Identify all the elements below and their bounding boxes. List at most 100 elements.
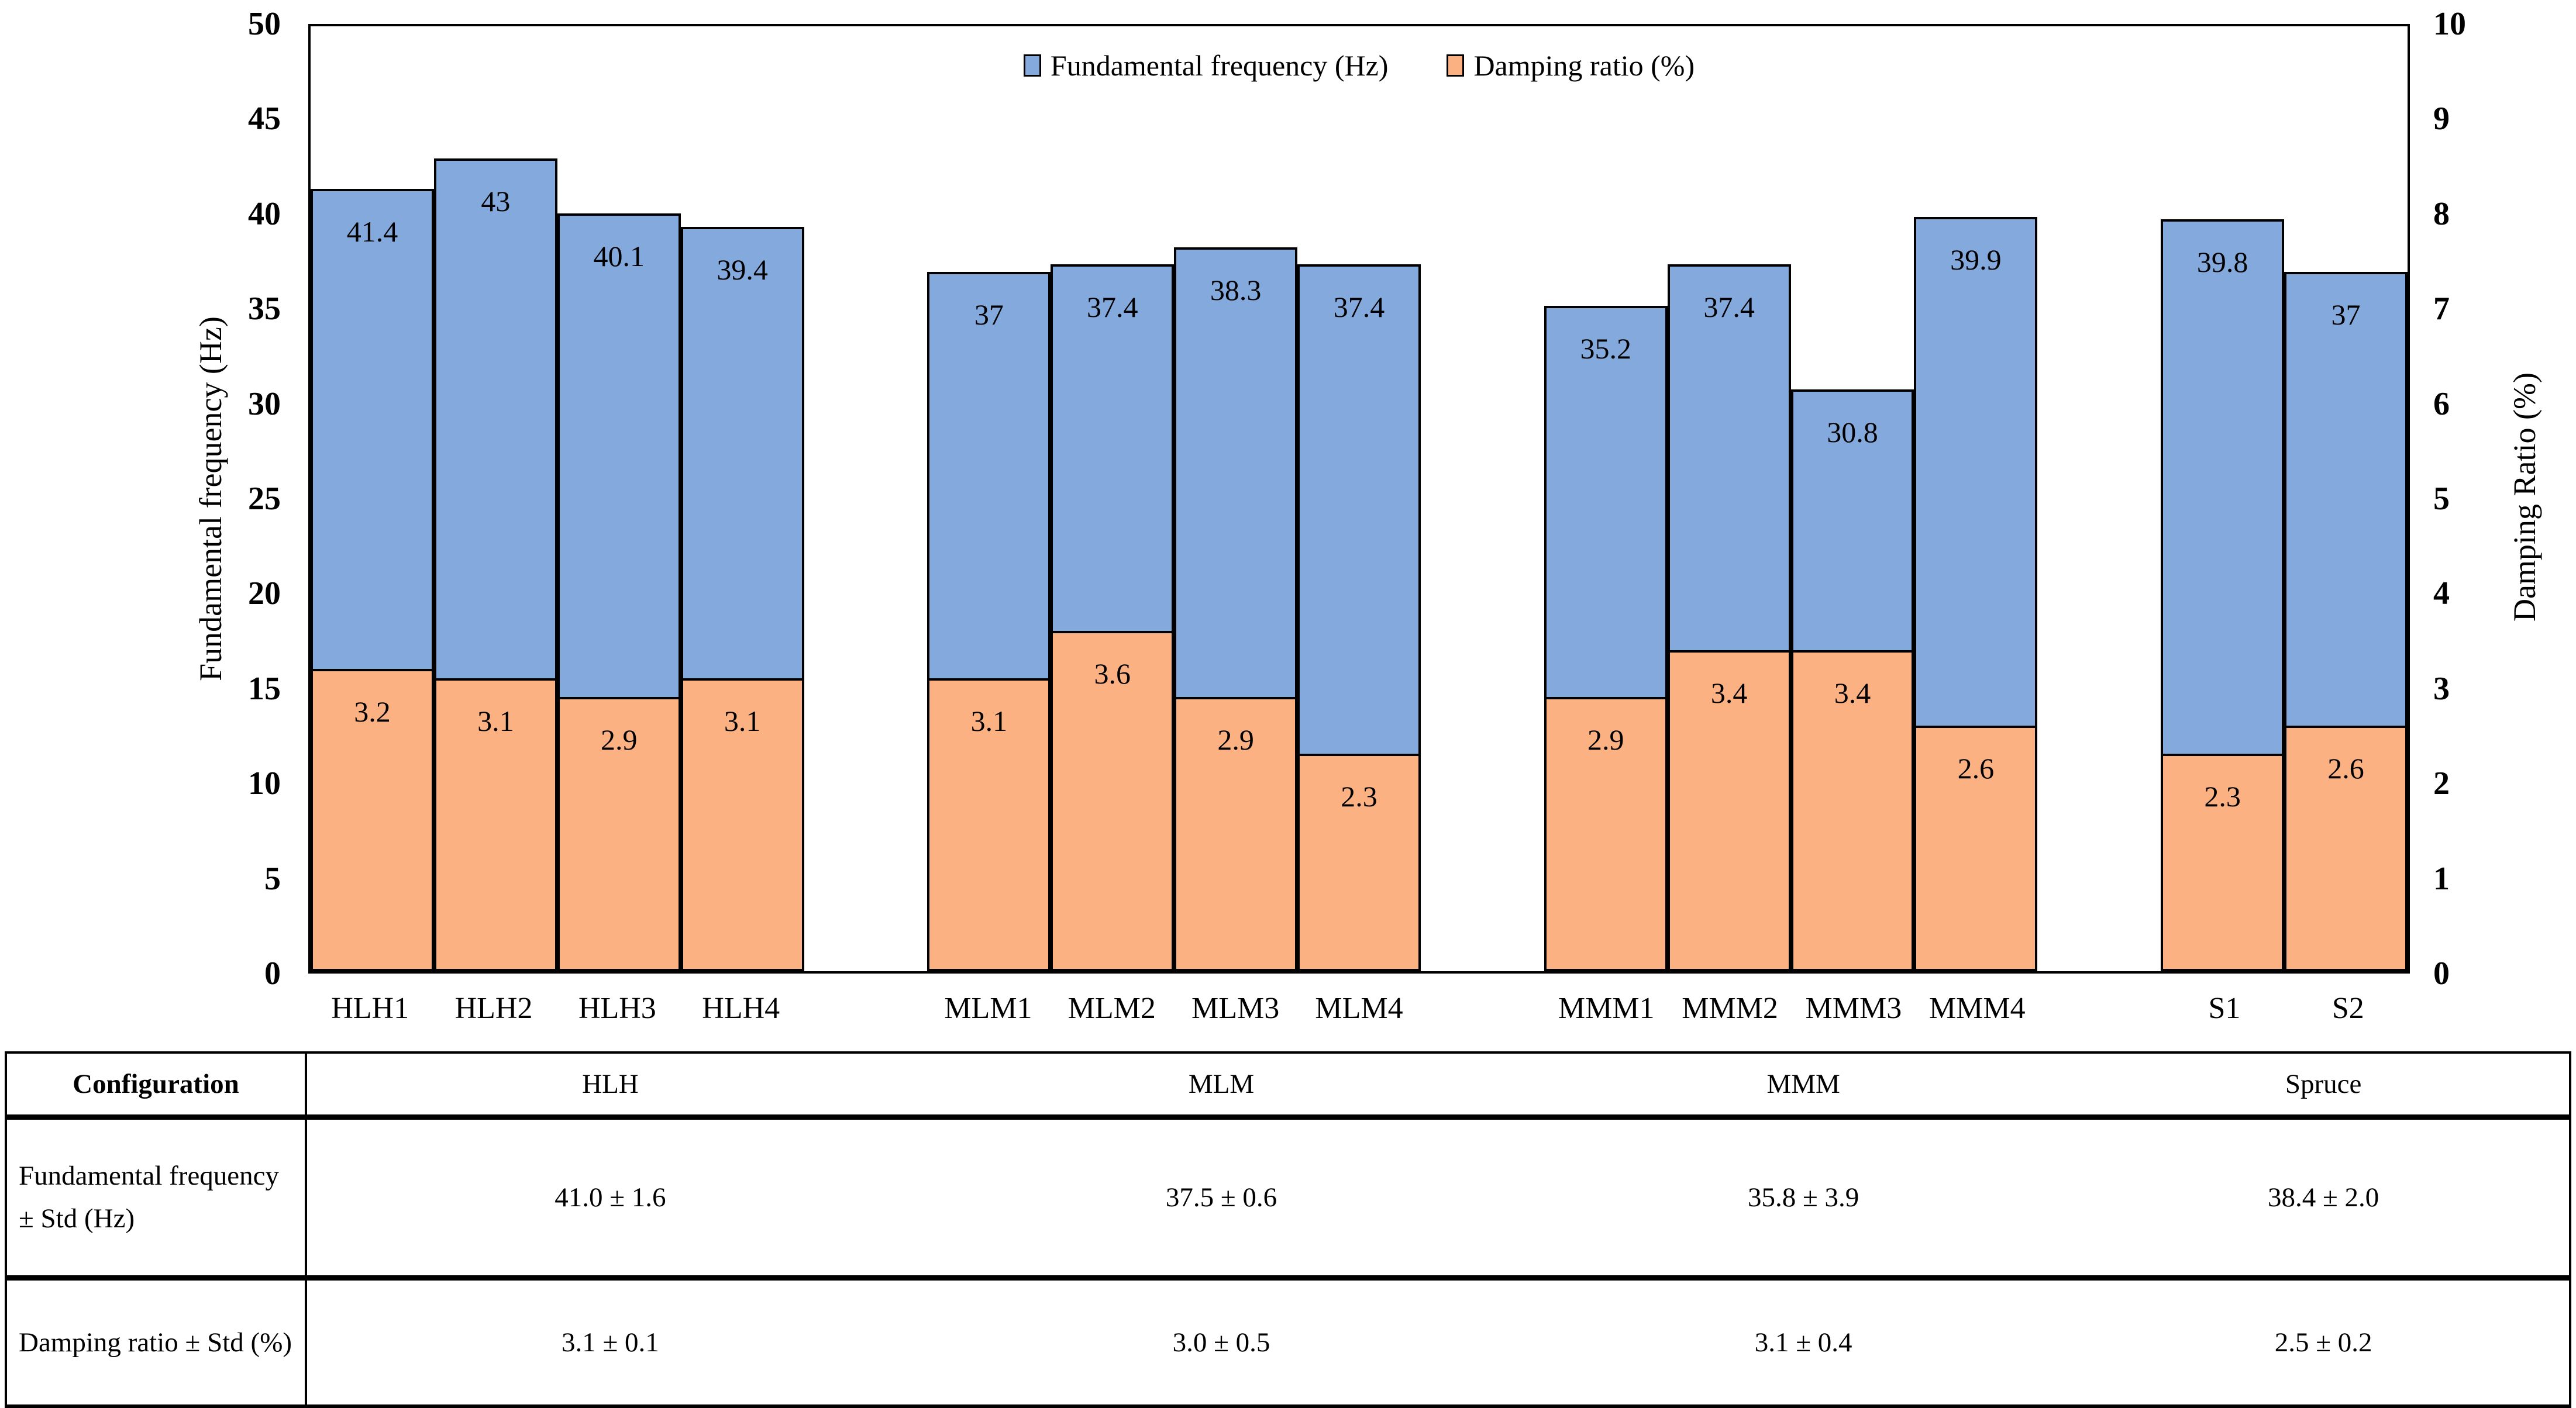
bar-value-label-MMM1: 35.2 bbox=[1580, 332, 1632, 365]
bar-damping-HLH3: 2.9 bbox=[557, 697, 681, 971]
bar-damping-MMM2: 3.4 bbox=[1667, 650, 1791, 971]
x-axis-label-MMM2: MMM2 bbox=[1682, 992, 1778, 1025]
legend-item: Damping ratio (%) bbox=[1447, 49, 1695, 82]
x-axis-label-HLH1: HLH1 bbox=[331, 992, 409, 1025]
right-axis-tick-label: 8 bbox=[2433, 195, 2450, 232]
bar-damping-HLH4: 3.1 bbox=[680, 678, 804, 971]
left-axis-tick-labels: 0 5 10 15 20 25 30 35 40 45 50 bbox=[193, 8, 281, 990]
bar-value-label-HLH1: 41.4 bbox=[346, 215, 398, 248]
table-header-mlm: MLM bbox=[913, 1052, 1530, 1120]
right-axis-tick-label: 2 bbox=[2433, 765, 2450, 802]
x-axis-label-MLM4: MLM4 bbox=[1315, 992, 1403, 1025]
bar-value-label-S1: 2.3 bbox=[2204, 780, 2241, 813]
bar-damping-MLM2: 3.6 bbox=[1051, 631, 1175, 971]
right-axis-tick-label: 9 bbox=[2433, 101, 2450, 137]
x-axis-label-S1: S1 bbox=[2208, 992, 2241, 1025]
right-axis-tick-label: 6 bbox=[2433, 385, 2450, 422]
right-axis-tick-label: 3 bbox=[2433, 670, 2450, 707]
bar-value-label-HLH4: 3.1 bbox=[724, 705, 761, 738]
bar-value-label-MLM3: 38.3 bbox=[1210, 274, 1262, 307]
bar-damping-HLH1: 3.2 bbox=[311, 668, 434, 971]
bar-value-label-MMM1: 2.9 bbox=[1587, 723, 1624, 757]
table-value-hlh: 41.0 ± 1.6 bbox=[305, 1117, 914, 1281]
bar-value-label-MLM2: 37.4 bbox=[1086, 291, 1138, 324]
bar-damping-MLM4: 2.3 bbox=[1297, 754, 1421, 971]
dual-axis-bar-chart: Fundamental frequency (Hz) Damping Ratio… bbox=[193, 8, 2550, 1038]
legend-label: Fundamental frequency (Hz) bbox=[1050, 49, 1389, 82]
bars-container: 41.4 3.2 43 3.1 40.1 2.9 39.4 3.1 37 3.1 37.4 3.6 38… bbox=[311, 26, 2408, 971]
legend-item: Fundamental frequency (Hz) bbox=[1023, 49, 1389, 82]
x-axis-label-HLH4: HLH4 bbox=[702, 992, 780, 1025]
right-axis-tick-label: 10 bbox=[2433, 6, 2466, 42]
table-row-label: Damping ratio ± Std (%) bbox=[6, 1278, 307, 1406]
right-axis-tick-labels: 0 1 2 3 4 5 6 7 8 9 10 bbox=[2433, 8, 2550, 990]
x-axis-label-HLH3: HLH3 bbox=[578, 992, 656, 1025]
x-axis-label-MLM2: MLM2 bbox=[1067, 992, 1156, 1025]
summary-table: Configuration HLH MLM MMM Spruce Fundamental … bbox=[5, 1051, 2571, 1408]
right-axis-tick-label: 5 bbox=[2433, 481, 2450, 517]
bar-damping-MMM1: 2.9 bbox=[1544, 697, 1668, 971]
bar-value-label-MLM3: 2.9 bbox=[1217, 723, 1254, 757]
bar-damping-S2: 2.6 bbox=[2284, 725, 2408, 971]
bar-value-label-MMM4: 2.6 bbox=[1957, 751, 1995, 785]
bar-damping-MLM1: 3.1 bbox=[927, 678, 1051, 971]
table-value-mlm: 37.5 ± 0.6 bbox=[913, 1117, 1530, 1281]
bar-value-label-MLM2: 3.6 bbox=[1094, 657, 1131, 691]
bar-value-label-MLM1: 37 bbox=[974, 298, 1004, 332]
left-axis-tick-label: 45 bbox=[248, 101, 281, 137]
bar-value-label-HLH3: 40.1 bbox=[593, 239, 645, 272]
right-axis-tick-label: 4 bbox=[2433, 575, 2450, 612]
table-row-label: Fundamental frequency ± Std (Hz) bbox=[6, 1117, 307, 1281]
x-axis-label-HLH2: HLH2 bbox=[454, 992, 533, 1025]
table-header-mmm: MMM bbox=[1529, 1052, 2078, 1120]
bar-value-label-HLH2: 43 bbox=[481, 185, 511, 218]
x-axis-label-S2: S2 bbox=[2332, 992, 2364, 1025]
left-axis-tick-label: 25 bbox=[248, 481, 281, 517]
table-value-mlm: 3.0 ± 0.5 bbox=[1172, 1327, 1270, 1358]
right-axis-tick-label: 0 bbox=[2433, 955, 2450, 992]
bar-value-label-MLM1: 3.1 bbox=[970, 705, 1008, 738]
left-axis-tick-label: 15 bbox=[248, 670, 281, 707]
right-axis-tick-label: 7 bbox=[2433, 291, 2450, 327]
left-axis-tick-label: 30 bbox=[248, 385, 281, 422]
legend-swatch-icon bbox=[1447, 54, 1465, 77]
bar-value-label-HLH2: 3.1 bbox=[477, 705, 514, 738]
bar-value-label-S2: 2.6 bbox=[2327, 751, 2364, 785]
left-axis-tick-label: 35 bbox=[248, 291, 281, 327]
left-axis-tick-label: 40 bbox=[248, 195, 281, 232]
table-value-mmm: 35.8 ± 3.9 bbox=[1529, 1117, 2078, 1281]
table-header-configuration: Configuration bbox=[6, 1052, 307, 1120]
bar-value-label-HLH4: 39.4 bbox=[717, 253, 768, 286]
table-header-spruce: Spruce bbox=[2078, 1052, 2570, 1120]
table-value-spruce: 2.5 ± 0.2 bbox=[2274, 1327, 2372, 1358]
bar-value-label-HLH1: 3.2 bbox=[354, 695, 391, 728]
left-axis-tick-label: 10 bbox=[248, 765, 281, 802]
right-axis-tick-label: 1 bbox=[2433, 860, 2450, 897]
table-value-mmm: 3.1 ± 0.4 bbox=[1754, 1327, 1852, 1358]
table-header-hlh: HLH bbox=[305, 1052, 914, 1120]
chart-legend: Fundamental frequency (Hz) Damping ratio … bbox=[311, 49, 2408, 82]
left-axis-tick-label: 50 bbox=[248, 6, 281, 42]
table-value-spruce: 38.4 ± 2.0 bbox=[2078, 1117, 2570, 1281]
bar-damping-MLM3: 2.9 bbox=[1174, 697, 1298, 971]
legend-swatch-icon bbox=[1023, 54, 1041, 77]
bar-value-label-MMM3: 3.4 bbox=[1834, 676, 1871, 709]
bar-value-label-MMM4: 39.9 bbox=[1950, 243, 2002, 277]
x-axis-label-MLM3: MLM3 bbox=[1191, 992, 1280, 1025]
legend-label: Damping ratio (%) bbox=[1473, 49, 1695, 82]
x-axis-label-MLM1: MLM1 bbox=[944, 992, 1032, 1025]
bar-value-label-MMM3: 30.8 bbox=[1827, 415, 1878, 448]
bar-value-label-S2: 37 bbox=[2331, 298, 2361, 332]
left-axis-tick-label: 0 bbox=[264, 955, 281, 992]
left-axis-tick-label: 5 bbox=[264, 860, 281, 897]
plot-area: Fundamental frequency (Hz) Damping ratio … bbox=[308, 24, 2410, 974]
x-axis-labels: HLH1 HLH2 HLH3 HLH4 MLM1 MLM2 MLM3 MLM4 MMM1 MMM2… bbox=[308, 991, 2410, 1038]
bar-damping-HLH2: 3.1 bbox=[433, 678, 557, 971]
bar-value-label-S1: 39.8 bbox=[2196, 245, 2248, 278]
x-axis-label-MMM1: MMM1 bbox=[1558, 992, 1655, 1025]
bar-value-label-HLH3: 2.9 bbox=[600, 723, 638, 757]
x-axis-label-MMM3: MMM3 bbox=[1805, 992, 1902, 1025]
bar-value-label-MLM4: 2.3 bbox=[1341, 780, 1377, 813]
bar-value-label-MLM4: 37.4 bbox=[1333, 291, 1385, 324]
table-value-hlh: 3.1 ± 0.1 bbox=[562, 1327, 659, 1358]
